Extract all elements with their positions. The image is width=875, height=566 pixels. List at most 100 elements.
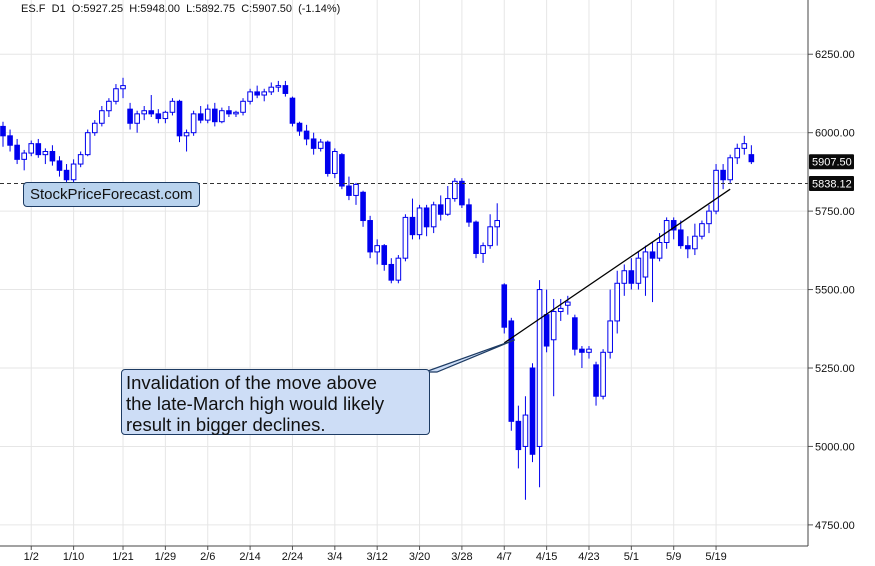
candle-body [282, 85, 289, 94]
candle-body [21, 152, 27, 160]
candle [120, 77, 126, 99]
candle [692, 223, 698, 256]
candle [332, 148, 338, 179]
candle-body [197, 113, 204, 121]
candle [77, 151, 84, 168]
candle [466, 198, 472, 227]
interval-label: D1 [51, 3, 66, 15]
x-tick-label: 1/2 [24, 551, 39, 563]
candle [706, 204, 712, 234]
candle-body [310, 138, 317, 149]
candle-body [621, 270, 628, 284]
callout-line-3: result in bigger declines. [126, 414, 326, 435]
candle-body [77, 154, 84, 165]
candle [677, 220, 684, 249]
candle-body [614, 282, 621, 322]
candle-body [275, 85, 282, 88]
candle [155, 109, 162, 124]
price-axis: 4750.00 5000.00 5250.00 5500.00 5750.00 6000.… [807, 0, 855, 546]
x-tick-label: 4/7 [497, 551, 512, 563]
candle [621, 264, 628, 296]
candle [303, 124, 310, 146]
candle [113, 84, 119, 105]
x-tick-label: 2/6 [200, 551, 215, 563]
candle-body [388, 263, 395, 281]
candle [346, 176, 352, 201]
candle-body [35, 143, 42, 156]
candle-body [296, 122, 303, 132]
x-tick-label: 1/29 [155, 551, 176, 563]
candle-body [84, 132, 91, 156]
y-tick-label: 4750.00 [815, 520, 855, 532]
candle [339, 153, 345, 190]
candle-body [677, 229, 684, 247]
candle [183, 129, 190, 152]
candle-body [268, 86, 275, 93]
x-tick-label: 3/12 [366, 551, 387, 563]
candle [310, 132, 317, 155]
candle [557, 298, 564, 321]
candle-body [635, 257, 642, 284]
candle [247, 88, 253, 105]
candle [212, 102, 218, 127]
candle [487, 214, 493, 249]
change-value: (-1.14%) [298, 3, 341, 15]
candle-body [670, 220, 677, 231]
symbol-label: ES.F [21, 3, 46, 15]
candle [515, 405, 522, 469]
candle-body [106, 100, 112, 112]
candle-body [550, 311, 557, 341]
x-tick-label: 2/14 [239, 551, 260, 563]
candle [324, 140, 331, 177]
candle-body [56, 160, 63, 171]
candle [423, 204, 430, 237]
candle [720, 164, 726, 190]
candle-body [473, 221, 479, 254]
candle-body [565, 301, 571, 306]
candle-body [261, 91, 268, 96]
candle-body [628, 270, 635, 284]
candle-body [452, 180, 458, 200]
y-tick-label: 5500.00 [815, 285, 855, 297]
candle [219, 107, 225, 124]
candle-body [600, 351, 606, 397]
candle [473, 220, 479, 259]
candle-body [204, 108, 211, 121]
candle-body [141, 110, 147, 115]
candle [388, 258, 395, 284]
x-tick-label: 2/24 [282, 551, 303, 563]
candle-body [423, 207, 430, 228]
candle [254, 85, 260, 99]
candle [240, 98, 246, 116]
price-label-box [809, 175, 854, 191]
candle-body [226, 110, 232, 115]
candle-body [642, 251, 649, 278]
candle-body [332, 151, 338, 174]
candle-body [70, 163, 77, 181]
candle-body [233, 111, 239, 115]
candle-body [649, 251, 656, 259]
candle-body [459, 180, 465, 206]
candle [536, 280, 543, 488]
candle [459, 178, 465, 208]
candle [607, 289, 613, 359]
candle [99, 106, 105, 127]
candle-body [134, 113, 140, 124]
candle-body [741, 143, 748, 149]
candle-body [381, 245, 388, 265]
candle [579, 346, 585, 368]
candle [713, 164, 719, 215]
candle-body [317, 141, 324, 149]
candle [148, 95, 155, 117]
open-value: O:5927.25 [71, 3, 124, 15]
candle-body [176, 100, 183, 137]
candle-body [480, 245, 486, 254]
y-tick-label: 5250.00 [815, 363, 855, 375]
candle [261, 88, 268, 102]
candle-body [444, 198, 451, 215]
candle [416, 204, 423, 240]
candle-body [536, 289, 543, 447]
candle-body [748, 154, 755, 163]
candle-body [727, 157, 733, 181]
price-label-text: 5838.12 [812, 178, 852, 190]
